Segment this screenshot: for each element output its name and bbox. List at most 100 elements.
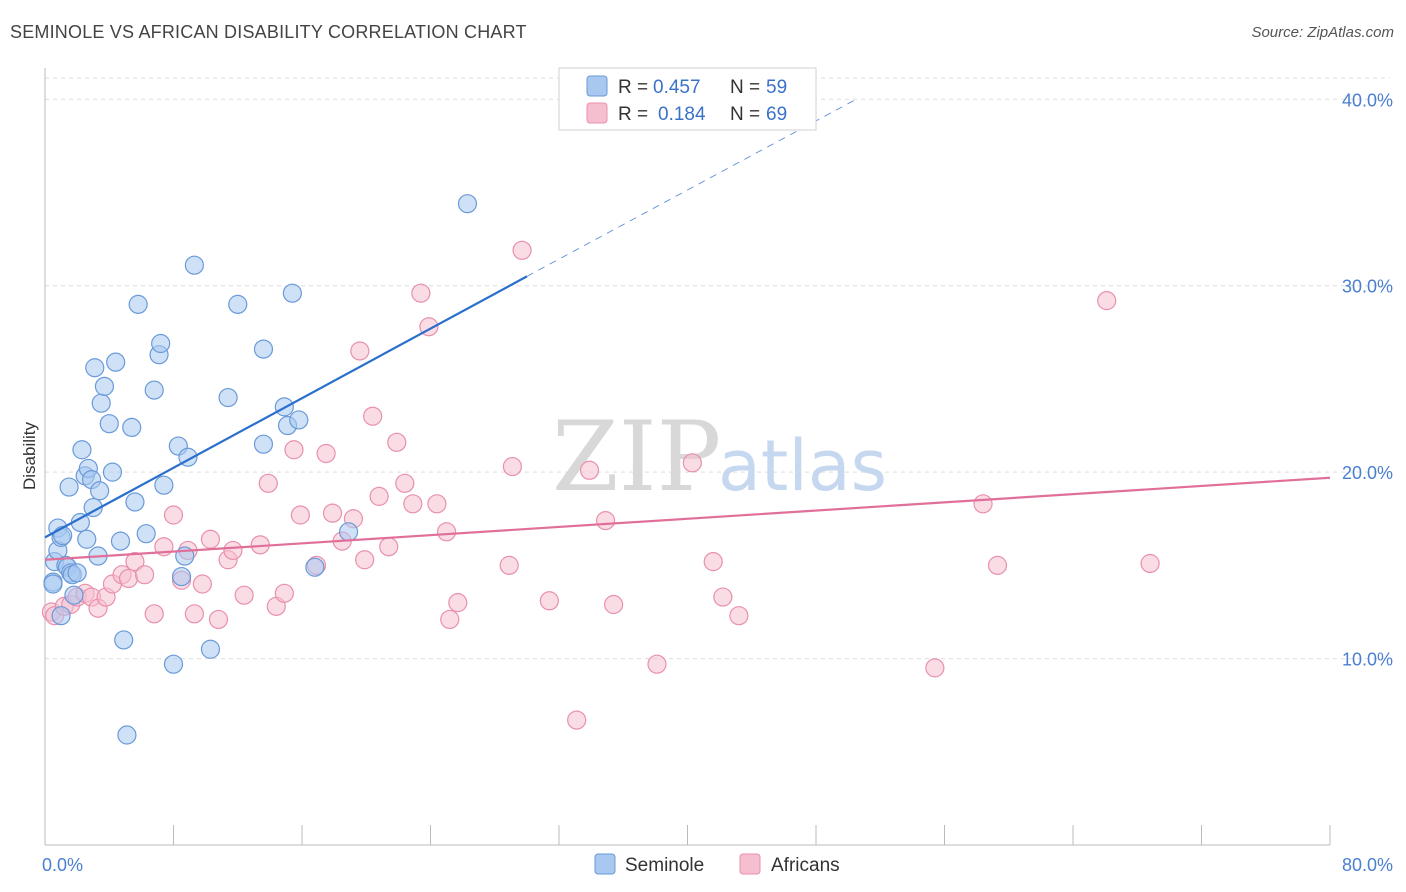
seminole-point-17 — [77, 529, 97, 549]
seminole-point-29 — [110, 531, 131, 551]
chart-title: SEMINOLE VS AFRICAN DISABILITY CORRELATI… — [10, 22, 527, 42]
x-tick-label-0: 0.0% — [42, 855, 83, 875]
data-points — [41, 194, 1160, 745]
seminole-point-6 — [53, 525, 73, 546]
africans-point-54 — [539, 591, 559, 611]
seminole-point-38 — [151, 333, 171, 354]
africans-point-41 — [379, 537, 399, 557]
seminole-point-1 — [43, 574, 63, 594]
africans-point-38 — [355, 550, 375, 570]
africans-point-11 — [118, 568, 139, 589]
africans-point-53 — [512, 240, 532, 260]
africans-point-61 — [703, 552, 723, 572]
series-legend: Seminole Africans — [594, 853, 840, 876]
seminole-point-32 — [122, 417, 142, 437]
seminole-point-39 — [154, 475, 174, 495]
africans-point-14 — [144, 604, 164, 624]
africans-point-47 — [427, 494, 447, 514]
legend-swatch-africans — [586, 102, 608, 124]
seminole-point-58 — [51, 606, 71, 626]
legend-r-value-2: 0.184 — [658, 104, 706, 125]
watermark: ZIP atlas — [552, 401, 887, 513]
africans-point-29 — [274, 583, 294, 603]
africans-point-65 — [973, 494, 993, 514]
grid-lines — [45, 77, 1390, 660]
seminole-point-50 — [253, 434, 274, 454]
africans-point-67 — [1097, 291, 1117, 311]
legend-n-value-1: 59 — [766, 77, 787, 98]
legend-swatch-seminole — [586, 75, 608, 97]
legend-n-label-2: N = — [730, 104, 760, 125]
seminole-point-49 — [253, 339, 274, 359]
series-legend-swatch-seminole — [594, 853, 616, 875]
africans-point-64 — [925, 658, 945, 678]
africans-point-20 — [192, 574, 213, 594]
legend-n-value-2: 69 — [766, 104, 787, 125]
africans-point-59 — [647, 654, 667, 674]
africans-point-42 — [387, 432, 407, 452]
seminole-point-25 — [94, 376, 115, 396]
seminole-point-15 — [72, 440, 92, 460]
y-tick-label-0: 10.0% — [1342, 650, 1393, 670]
y-tick-label-1: 20.0% — [1342, 463, 1393, 483]
africans-point-57 — [595, 511, 616, 531]
seminole-point-13 — [67, 563, 87, 583]
seminole-point-26 — [99, 414, 119, 434]
africans-point-58 — [604, 594, 624, 615]
correlation-legend: R = 0.457 N = 59 R = 0.184 N = 69 — [558, 67, 817, 131]
seminole-trend-extension — [526, 98, 857, 277]
africans-point-43 — [395, 473, 415, 493]
africans-point-50 — [448, 593, 468, 613]
africans-point-25 — [234, 585, 254, 605]
series-legend-label-africans: Africans — [771, 855, 840, 876]
seminole-point-27 — [102, 462, 123, 482]
seminole-point-55 — [305, 557, 325, 577]
africans-point-48 — [436, 522, 457, 542]
africans-point-40 — [369, 486, 389, 506]
africans-point-45 — [411, 283, 431, 303]
africans-point-27 — [258, 473, 278, 493]
africans-trend-line — [44, 476, 1331, 561]
seminole-point-48 — [228, 294, 248, 314]
africans-point-49 — [440, 609, 460, 630]
africans-point-13 — [134, 565, 155, 585]
africans-point-55 — [567, 710, 587, 730]
seminole-trend-line — [44, 275, 528, 539]
africans-point-62 — [713, 587, 733, 607]
seminole-point-21 — [85, 358, 105, 378]
series-legend-swatch-africans — [739, 853, 761, 875]
africans-point-44 — [403, 494, 423, 514]
africans-point-66 — [987, 555, 1008, 575]
seminole-point-53 — [282, 283, 302, 303]
axes — [44, 68, 1331, 846]
africans-point-34 — [322, 503, 343, 523]
legend-r-value-1: 0.457 — [653, 77, 701, 98]
africans-point-24 — [223, 540, 243, 561]
watermark-atlas: atlas — [718, 425, 887, 507]
seminole-point-54 — [289, 410, 309, 430]
seminole-point-42 — [171, 566, 192, 587]
seminole-point-47 — [218, 387, 238, 408]
africans-point-16 — [163, 505, 184, 525]
africans-point-12 — [125, 552, 145, 572]
chart-source: Source: ZipAtlas.com — [1251, 24, 1394, 41]
seminole-point-36 — [144, 380, 164, 400]
africans-point-63 — [729, 606, 749, 626]
seminole-point-34 — [128, 294, 148, 314]
trend-lines — [44, 98, 1331, 561]
seminole-point-33 — [125, 492, 145, 512]
africans-point-52 — [502, 456, 523, 477]
seminole-point-35 — [136, 524, 156, 544]
series-legend-label-seminole: Seminole — [625, 855, 704, 876]
seminole-point-23 — [90, 481, 110, 501]
seminole-point-31 — [117, 725, 137, 745]
y-axis-label: Disability — [20, 421, 39, 490]
legend-r-label-2: R = — [618, 104, 648, 125]
seminole-point-57 — [457, 194, 478, 214]
africans-point-37 — [350, 341, 370, 361]
seminole-point-46 — [200, 639, 221, 659]
y-tick-label-2: 30.0% — [1342, 277, 1393, 297]
seminole-point-30 — [114, 630, 134, 650]
africans-point-22 — [208, 609, 229, 630]
